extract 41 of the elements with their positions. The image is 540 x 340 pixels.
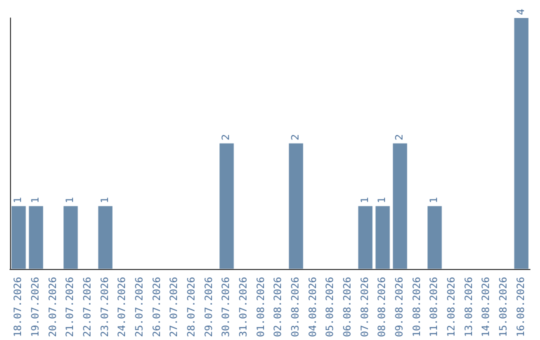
x-tick-label: 11.08.2026 xyxy=(429,276,440,338)
x-tick-label: 18.07.2026 xyxy=(13,276,24,338)
x-tick-label: 03.08.2026 xyxy=(290,276,302,338)
data-label: 1 xyxy=(30,196,42,204)
x-tick-label: 23.07.2026 xyxy=(100,276,111,338)
data-label: 1 xyxy=(377,196,388,204)
x-tick-label: 09.08.2026 xyxy=(394,276,406,338)
data-label: 2 xyxy=(221,134,232,140)
x-tick-label: 05.08.2026 xyxy=(325,276,336,338)
x-tick-label: 30.07.2026 xyxy=(221,276,232,338)
x-tick-label: 31.07.2026 xyxy=(238,276,250,338)
x-tick-label: 07.08.2026 xyxy=(360,276,371,338)
x-tick-label: 28.07.2026 xyxy=(186,276,198,338)
x-tick-label: 04.08.2026 xyxy=(308,276,319,338)
data-label: 2 xyxy=(290,134,302,140)
x-tick-label: 02.08.2026 xyxy=(273,276,284,338)
x-tick-label: 24.07.2026 xyxy=(117,276,128,338)
data-label: 1 xyxy=(13,196,24,204)
x-tick-label: 10.08.2026 xyxy=(412,276,423,338)
x-tick-label: 08.08.2026 xyxy=(377,276,388,338)
x-tick-label: 27.07.2026 xyxy=(169,276,180,338)
x-tick-label: 21.07.2026 xyxy=(65,276,76,338)
x-tick-label: 12.08.2026 xyxy=(446,276,458,338)
data-label: 1 xyxy=(100,196,111,204)
data-label: 1 xyxy=(65,196,76,204)
x-tick-label: 26.07.2026 xyxy=(152,276,163,338)
x-tick-label: 06.08.2026 xyxy=(342,276,354,338)
x-tick-label: 19.07.2026 xyxy=(30,276,42,338)
x-tick-label: 13.08.2026 xyxy=(464,276,475,338)
data-label: 4 xyxy=(516,8,527,15)
x-tick-label: 25.07.2026 xyxy=(134,276,146,338)
data-label: 2 xyxy=(394,134,406,140)
data-label: 1 xyxy=(360,196,371,204)
x-tick-label: 01.08.2026 xyxy=(256,276,267,338)
x-tick-label: 20.07.2026 xyxy=(48,276,59,338)
x-tick-label: 14.08.2026 xyxy=(481,276,492,338)
x-tick-label: 15.08.2026 xyxy=(498,276,510,338)
x-tick-label: 22.07.2026 xyxy=(82,276,94,338)
x-tick-label: 16.08.2026 xyxy=(516,276,527,338)
x-tick-label: 29.07.2026 xyxy=(204,276,215,338)
data-label: 1 xyxy=(429,196,440,204)
